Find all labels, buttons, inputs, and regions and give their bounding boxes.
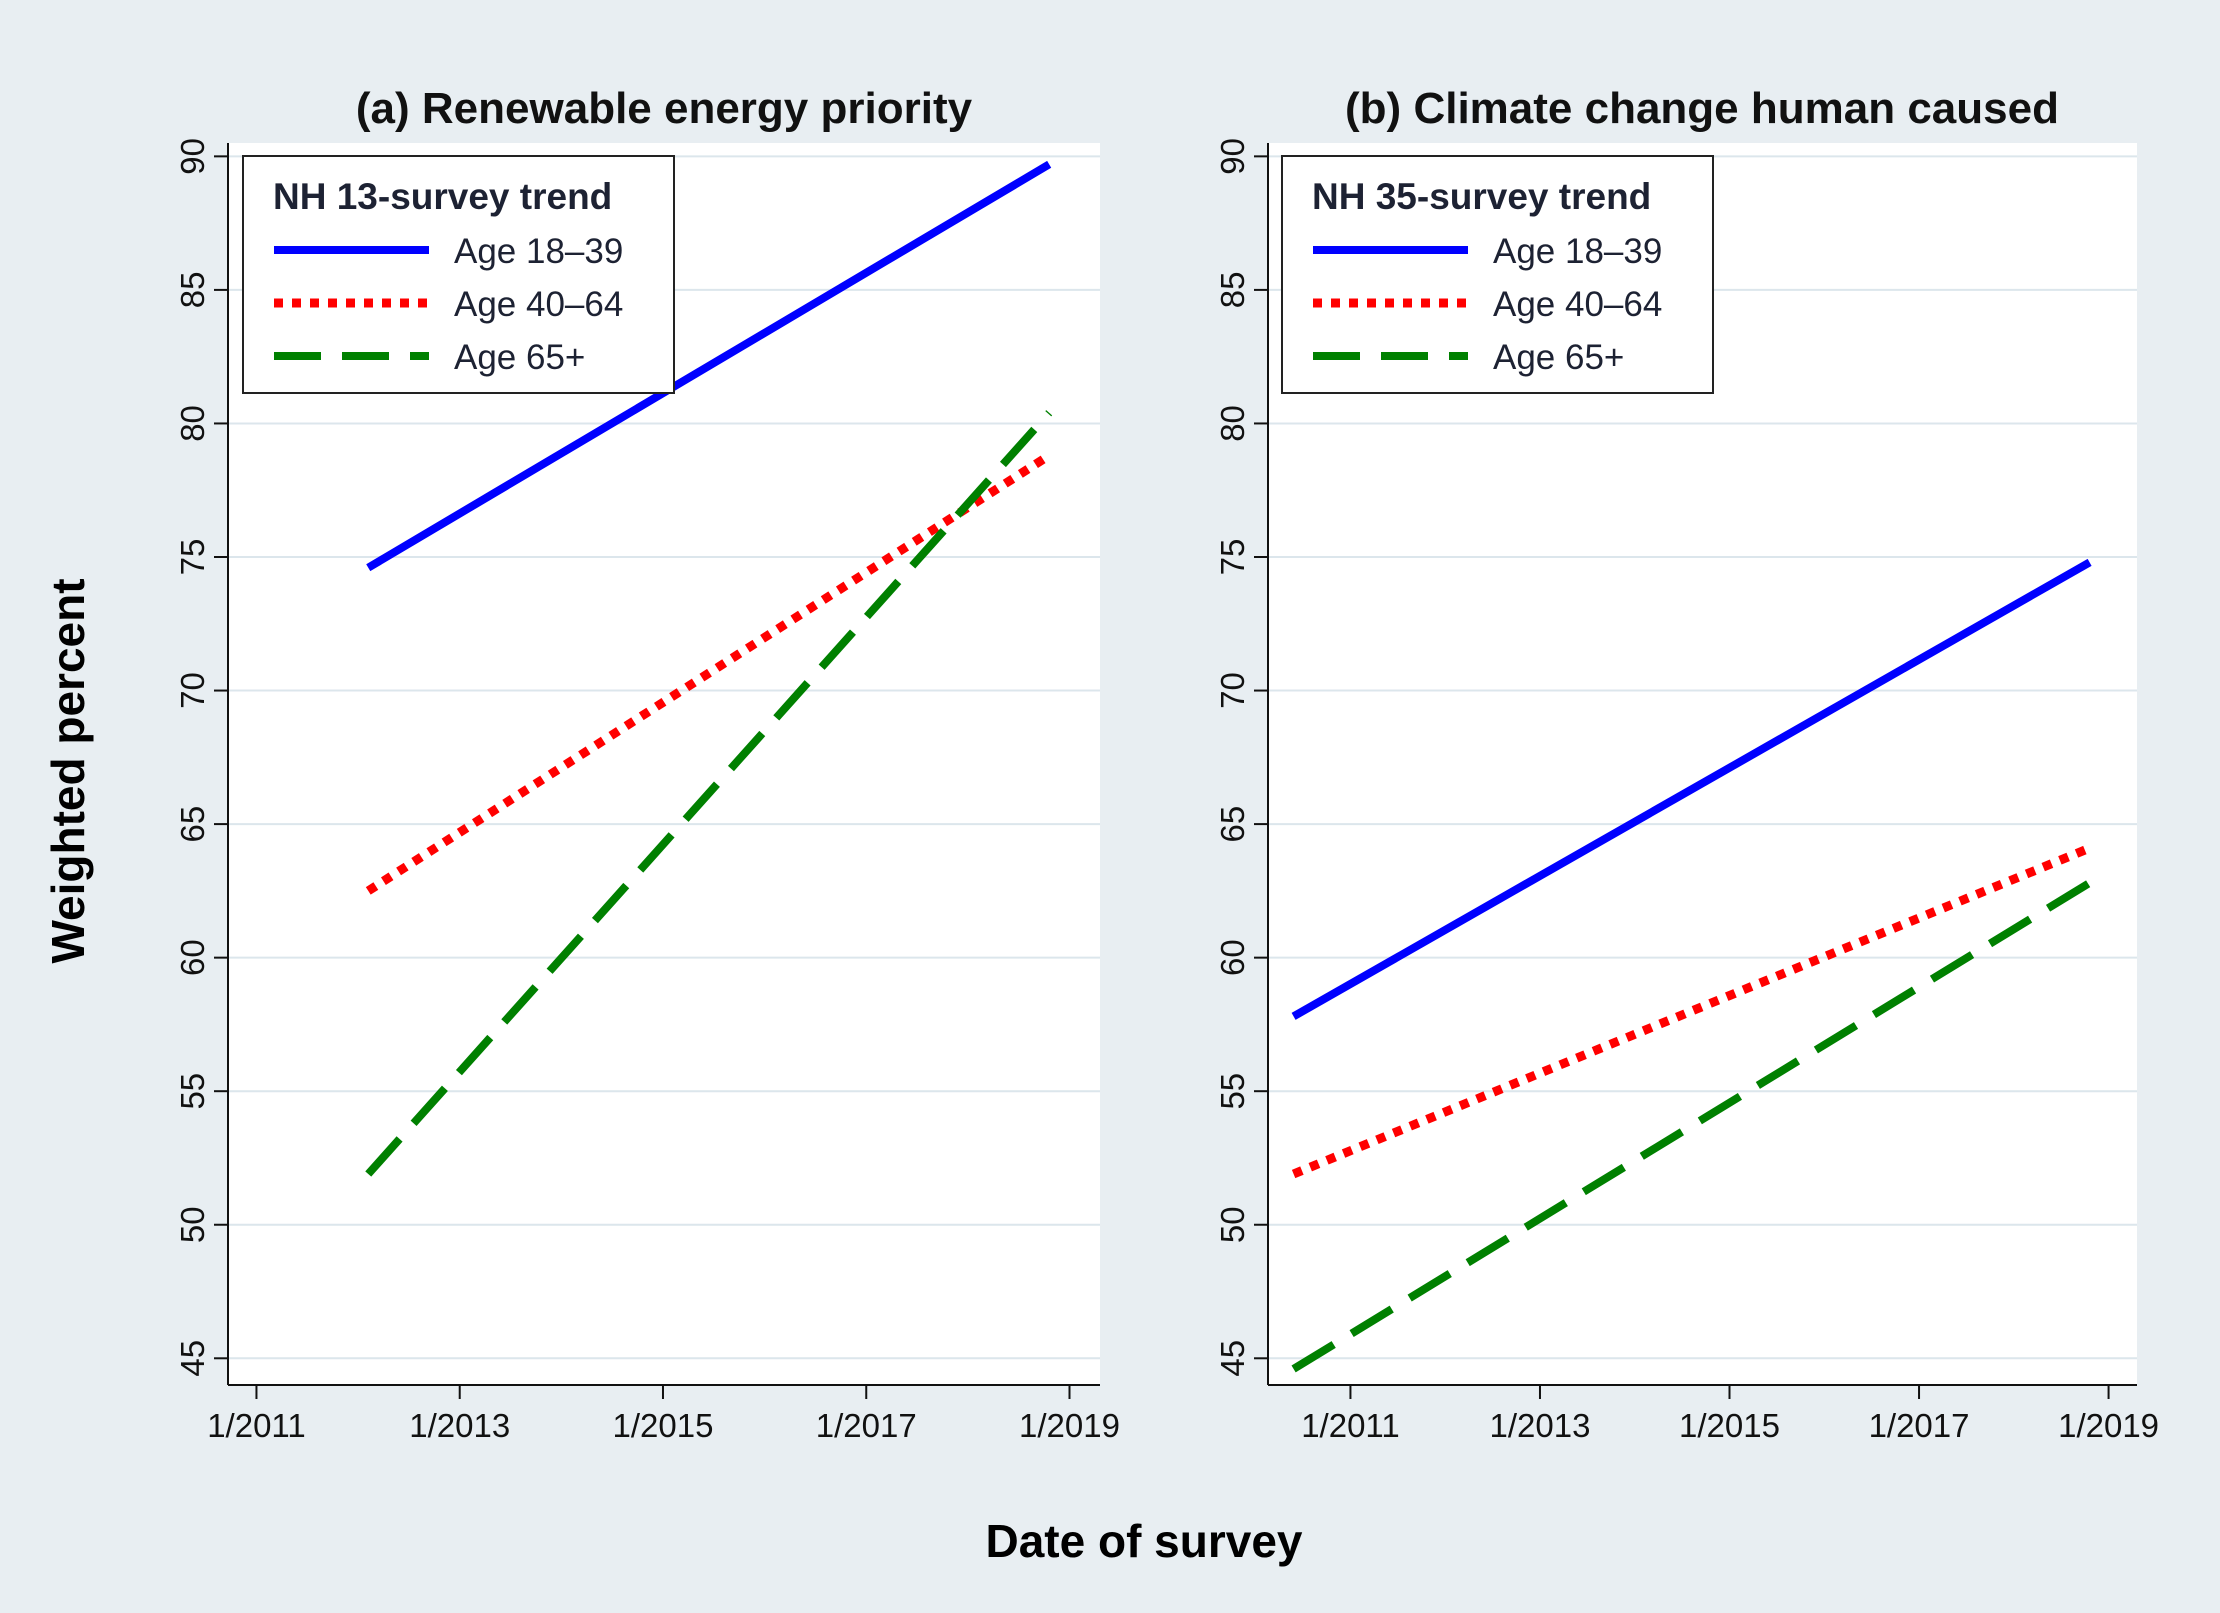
- series-line-b-age65plus: [1291, 879, 2092, 1373]
- y-tick-label-b-80: 80: [1214, 405, 1251, 442]
- y-tick-label-a-75: 75: [174, 539, 211, 576]
- y-tick-label-a-80: 80: [174, 405, 211, 442]
- y-tick-label-b-65: 65: [1214, 806, 1251, 843]
- y-tick-label-b-50: 50: [1214, 1206, 1251, 1243]
- x-tick-label-a-2019: 1/2019: [1019, 1407, 1120, 1444]
- legend-label-a-0: Age 18–39: [454, 232, 623, 271]
- legend-label-b-1: Age 40–64: [1493, 285, 1662, 324]
- y-tick-label-b-75: 75: [1214, 539, 1251, 576]
- legend-a: NH 13-survey trend Age 18–39 Age 40–64 Age …: [242, 155, 675, 394]
- x-tick-label-a-2013: 1/2013: [409, 1407, 510, 1444]
- series-line-b-age1839: [1291, 558, 2092, 1020]
- y-tick-label-a-50: 50: [174, 1206, 211, 1243]
- y-tick-label-b-45: 45: [1214, 1340, 1251, 1377]
- y-tick-label-b-70: 70: [1214, 672, 1251, 709]
- x-tick-label-b-2011: 1/2011: [1301, 1407, 1399, 1444]
- x-axis-title: Date of survey: [985, 1515, 1302, 1567]
- legend-b: NH 35-survey trend Age 18–39 Age 40–64 Age …: [1281, 155, 1714, 394]
- legend-label-b-0: Age 18–39: [1493, 232, 1662, 271]
- y-tick-label-b-90: 90: [1214, 138, 1251, 175]
- y-tick-label-a-90: 90: [174, 138, 211, 175]
- x-tick-label-a-2017: 1/2017: [816, 1407, 917, 1444]
- x-tick-label-b-2013: 1/2013: [1490, 1407, 1591, 1444]
- x-tick-label-b-2019: 1/2019: [2058, 1407, 2159, 1444]
- panel-title-b: (b) Climate change human caused: [1345, 84, 2059, 133]
- y-tick-label-b-60: 60: [1214, 939, 1251, 976]
- y-tick-label-a-45: 45: [174, 1340, 211, 1377]
- x-tick-label-a-2015: 1/2015: [613, 1407, 714, 1444]
- legend-label-a-1: Age 40–64: [454, 285, 623, 324]
- legend-label-b-2: Age 65+: [1493, 338, 1624, 377]
- y-axis-title: Weighted percent: [42, 578, 94, 963]
- y-tick-label-b-55: 55: [1214, 1073, 1251, 1110]
- x-tick-label-a-2011: 1/2011: [207, 1407, 305, 1444]
- panel-a: 45 50 55 60 65 70 75 80 85 90 1/2011 1/2013 1/2015 1/…: [174, 84, 1120, 1444]
- x-tick-label-b-2015: 1/2015: [1679, 1407, 1780, 1444]
- y-tick-label-a-70: 70: [174, 672, 211, 709]
- y-tick-label-a-65: 65: [174, 806, 211, 843]
- panel-b: 45 50 55 60 65 70 75 80 85 90 1/2011 1/2013 1/2015 1/…: [1214, 84, 2159, 1444]
- series-line-a-age65plus: [365, 410, 1053, 1177]
- y-tick-label-b-85: 85: [1214, 272, 1251, 309]
- x-tick-label-b-2017: 1/2017: [1869, 1407, 1970, 1444]
- chart-panels: 45 50 55 60 65 70 75 80 85 90 1/2011 1/2013 1/2015 1/…: [174, 84, 2159, 1444]
- y-tick-label-a-55: 55: [174, 1073, 211, 1110]
- y-tick-label-a-85: 85: [174, 272, 211, 309]
- legend-label-a-2: Age 65+: [454, 338, 585, 377]
- legend-title-b: NH 35-survey trend: [1312, 176, 1651, 217]
- y-tick-label-a-60: 60: [174, 939, 211, 976]
- series-line-a-age4064: [365, 451, 1052, 895]
- series-line-a-age1839: [366, 160, 1052, 572]
- legend-title-a: NH 13-survey trend: [273, 176, 612, 217]
- panel-title-a: (a) Renewable energy priority: [356, 84, 973, 133]
